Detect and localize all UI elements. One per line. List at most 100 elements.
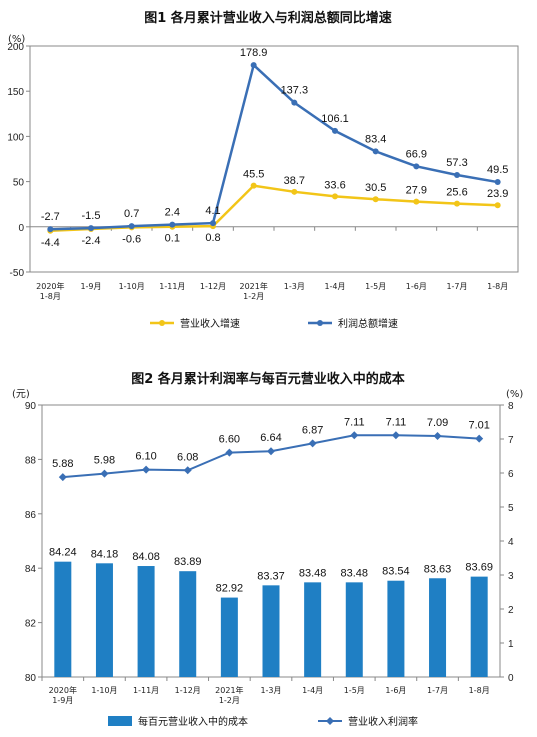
chart-1-point	[372, 148, 379, 155]
chart-1-data-label: 0.8	[205, 232, 220, 244]
chart-1-point	[332, 127, 338, 134]
chart-1-data-label: 49.5	[487, 164, 508, 176]
chart-1-point	[88, 225, 94, 232]
chart-1-data-label: -2.4	[82, 235, 101, 247]
chart-1-point	[413, 163, 420, 170]
chart-2-point	[183, 466, 192, 475]
chart-2-bar	[220, 597, 238, 677]
chart-2-y-right-tick-label: 5	[508, 503, 514, 514]
chart-1-data-label: 137.3	[281, 85, 309, 97]
chart-1-point	[250, 182, 257, 189]
chart-1-point	[454, 172, 460, 179]
chart-1-x-tick-label: 1-9月	[80, 282, 101, 291]
chart-2-line-label: 6.64	[260, 432, 281, 444]
chart-2-legend-label: 每百元营业收入中的成本	[138, 715, 248, 728]
chart-2-bar	[470, 576, 488, 677]
chart-2-bar	[179, 571, 197, 677]
chart-1-data-label: -2.7	[41, 211, 60, 223]
chart-1-x-tick-label: 1-3月	[284, 282, 305, 291]
chart-2-bar	[387, 580, 405, 677]
chart-1-y-tick-label: 100	[7, 132, 24, 143]
chart-2-point	[142, 465, 151, 474]
chart-2-bar-label: 83.54	[382, 566, 410, 578]
chart-2-y-right-tick-label: 1	[508, 639, 514, 650]
chart-1-data-label: 27.9	[406, 185, 427, 197]
chart-2-point	[350, 431, 359, 440]
chart-2-x-tick-label: 1-8月	[469, 686, 490, 695]
chart-1-data-label: -4.4	[41, 237, 60, 249]
chart-2-y-left-tick-label: 88	[25, 455, 37, 466]
chart-1-data-label: 66.9	[406, 148, 427, 160]
chart-2-line-label: 6.87	[302, 424, 323, 436]
chart-1-x-tick-label: 1-12月	[200, 282, 226, 291]
chart-2-y-left-tick-label: 86	[25, 510, 37, 521]
chart-2-title: 图2 各月累计利润率与每百元营业收入中的成本	[131, 371, 405, 387]
chart-1-x-tick-label: 1-4月	[324, 282, 345, 291]
chart-2-x-tick-label: 1-3月	[260, 686, 281, 695]
chart-2-bar-label: 83.37	[257, 570, 285, 582]
chart-1-point	[210, 220, 216, 227]
chart-1-point	[291, 99, 298, 106]
chart-2-line-label: 7.11	[344, 416, 365, 428]
chart-2-x-tick-label: 1-4月	[302, 686, 323, 695]
chart-1-x-tick-label: 1-7月	[446, 282, 467, 291]
chart-1: 图1 各月累计营业收入与利润总额同比增速 (%) -50 0 50 100 150 200…	[7, 10, 519, 330]
chart-2-bar	[95, 563, 113, 677]
chart-1-data-label: 178.9	[240, 47, 268, 59]
chart-1-data-label: -0.6	[122, 233, 141, 245]
chart-2-bar	[429, 578, 447, 677]
chart-2-bar-label: 83.63	[424, 563, 452, 575]
chart-1-point	[372, 196, 379, 203]
chart-2-bar	[54, 561, 72, 677]
chart-2-x-tick-label: 2021年 1-2月	[215, 685, 243, 705]
chart-1-point	[332, 193, 338, 200]
chart-2-y-left-tick-label: 84	[25, 564, 37, 575]
chart-2-bar	[304, 582, 322, 677]
chart-2-y-right-tick-label: 0	[508, 673, 514, 684]
chart-1-point	[169, 221, 176, 228]
chart-2-bar	[345, 582, 363, 677]
chart-1-point	[454, 200, 460, 207]
chart-1-data-label: 45.5	[243, 169, 264, 181]
chart-2-y-unit-left: (元)	[12, 389, 30, 400]
chart-2-point	[225, 448, 234, 457]
chart-2-point	[433, 431, 442, 440]
chart-2-point	[391, 431, 400, 440]
chart-2-legend-marker	[326, 717, 334, 725]
chart-1-data-label: 0.7	[124, 208, 139, 220]
chart-1-plot-frame	[29, 45, 519, 273]
chart-2-y-left-tick-label: 80	[25, 673, 37, 684]
chart-2-y-left-tick-label: 90	[25, 401, 37, 412]
chart-1-y-tick-label: 150	[7, 87, 24, 98]
chart-2-bar-label: 83.48	[341, 567, 369, 579]
chart-2-x-tick-label: 2020年 1-9月	[49, 685, 77, 705]
chart-2-y-right-tick-label: 7	[508, 435, 514, 446]
chart-2-x-tick-label: 1-5月	[344, 686, 365, 695]
chart-2-y-right-tick-label: 8	[508, 401, 514, 412]
chart-2-bar-label: 84.08	[132, 551, 160, 563]
chart-2-bar-label: 84.18	[91, 548, 119, 560]
chart-1-point	[47, 226, 54, 233]
chart-2-legend-swatch-bar	[108, 716, 132, 726]
chart-1-x-tick-label: 1-8月	[487, 282, 508, 291]
chart-2-line-label: 7.09	[427, 417, 448, 429]
chart-1-data-label: -1.5	[82, 210, 101, 222]
chart-1-point	[494, 179, 501, 186]
chart-2-point	[267, 447, 275, 456]
chart-1-data-label: 57.3	[446, 157, 467, 169]
chart-1-series-line	[50, 184, 498, 233]
chart-1-data-label: 25.6	[446, 187, 467, 199]
chart-1-point	[494, 202, 501, 209]
chart-1-x-tick-label: 1-6月	[406, 282, 427, 291]
chart-1-legend-label: 利润总额增速	[338, 317, 398, 330]
chart-2-y-right-tick-label: 3	[508, 571, 514, 582]
chart-2-x-tick-label: 1-6月	[385, 686, 406, 695]
chart-2-x-tick-label: 1-10月	[91, 686, 117, 695]
chart-2: 图2 各月累计利润率与每百元营业收入中的成本 (元) (%) 808284868…	[12, 371, 523, 728]
chart-2-x-tick-label: 1-12月	[175, 686, 201, 695]
chart-2-y-unit-right: (%)	[506, 389, 523, 400]
chart-1-data-label: 4.1	[205, 205, 220, 217]
chart-1-data-label: 23.9	[487, 188, 508, 200]
chart-2-point	[475, 434, 484, 443]
